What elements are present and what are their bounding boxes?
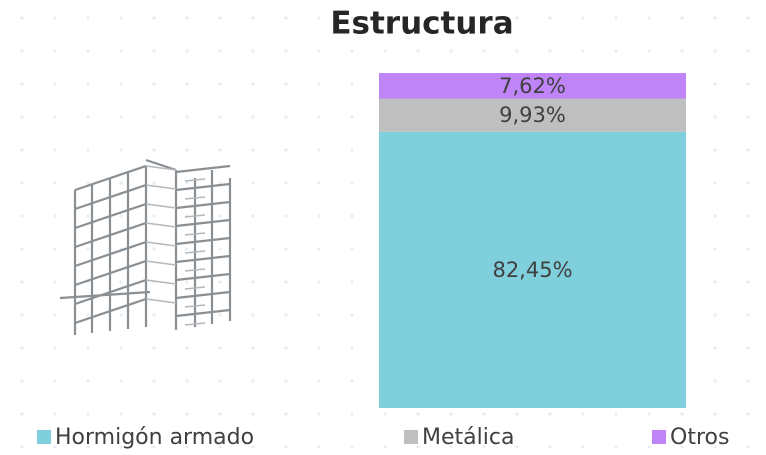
legend-label: Otros (670, 425, 729, 450)
legend-label: Metálica (422, 425, 514, 450)
chart: Estructura 82,45% 9,93% 7,62% Hormigón arma… (0, 0, 766, 455)
value-label: 82,45% (492, 258, 572, 282)
legend-swatch (404, 430, 418, 444)
legend-swatch (37, 430, 51, 444)
value-label: 7,62% (499, 74, 566, 98)
legend-swatch (652, 430, 666, 444)
value-label: 9,93% (499, 103, 566, 127)
legend-label: Hormigón armado (55, 425, 254, 450)
chart-title: Estructura (330, 6, 513, 42)
